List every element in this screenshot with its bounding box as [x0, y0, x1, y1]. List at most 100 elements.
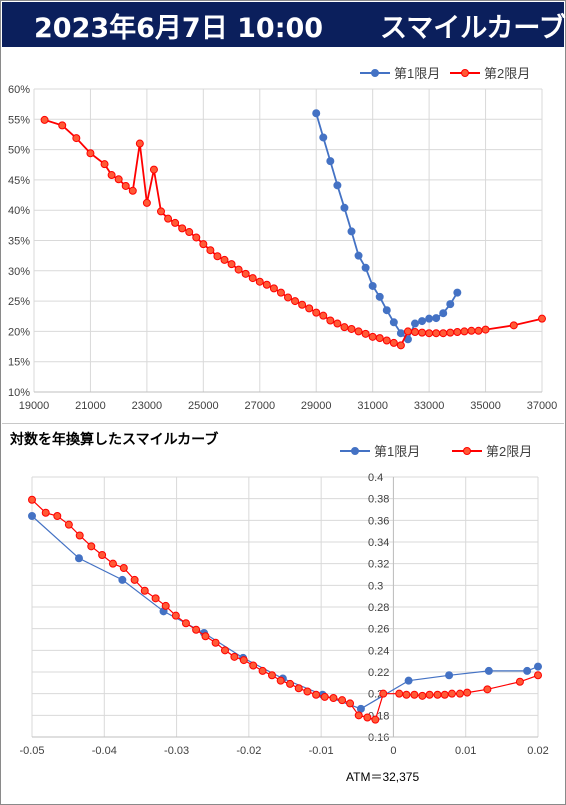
series-2-point — [396, 341, 405, 350]
y-tick-label: 10% — [8, 387, 30, 399]
series-2-point — [347, 324, 356, 333]
series-2-point — [447, 689, 456, 698]
x-tick-label: 0.02 — [527, 745, 548, 757]
series-2-point — [474, 326, 483, 335]
series-2-point — [294, 684, 303, 693]
series-2-point — [239, 656, 248, 665]
atm-annotation: ATM＝32,375 — [346, 770, 419, 784]
series-2-point — [303, 687, 312, 696]
series-1-point — [74, 554, 83, 563]
series-2-point — [284, 293, 292, 302]
series-2-point — [305, 304, 314, 313]
series-2-point — [192, 625, 201, 634]
y-tick-label: 50% — [8, 145, 30, 157]
x-tick-label: 33000 — [414, 400, 445, 412]
series-2-point — [460, 327, 469, 336]
series-2-point — [119, 564, 128, 572]
series-2-point — [58, 121, 67, 130]
series-1-point — [396, 329, 405, 338]
series-1-point — [375, 292, 384, 301]
series-2-point — [463, 688, 472, 697]
series-2-point — [249, 661, 258, 670]
series-2-point — [340, 323, 349, 332]
series-2-point — [227, 260, 236, 269]
series-2-point — [371, 715, 380, 724]
series-1-point — [340, 203, 349, 212]
series-2-point — [220, 255, 229, 264]
y-tick-label: 20% — [8, 326, 30, 338]
series-1-point — [356, 704, 365, 713]
series-2-point — [140, 586, 149, 595]
series-2-point — [151, 594, 160, 603]
series-2-point — [276, 676, 285, 685]
x-tick-label: 37000 — [527, 400, 558, 412]
y-tick-label: 0.4 — [368, 472, 383, 484]
series-2-point — [382, 336, 391, 345]
y-tick-label: 0.28 — [368, 602, 389, 614]
series-1-point — [28, 512, 36, 520]
y-tick-label: 15% — [8, 357, 30, 369]
y-tick-label: 0.26 — [368, 624, 389, 636]
series-2-point — [455, 689, 464, 698]
y-tick-label: 40% — [8, 205, 30, 217]
y-tick-label: 35% — [8, 236, 30, 248]
series-1-point — [446, 300, 455, 309]
series-2-point — [269, 284, 278, 293]
y-tick-label: 25% — [8, 296, 30, 308]
series-2-point — [375, 334, 384, 343]
series-2-point — [538, 314, 546, 323]
series-2-point — [483, 685, 492, 694]
series-2-point — [149, 165, 158, 174]
y-tick-label: 0.22 — [368, 667, 389, 679]
series-2-point — [395, 689, 404, 698]
series-1-point — [484, 666, 493, 675]
chart-title: 対数を年換算したスマイルカーブ — [9, 431, 218, 447]
series-1-point — [368, 281, 377, 290]
series-1-point — [534, 662, 542, 671]
x-tick-label: 21000 — [75, 400, 106, 412]
series-2-point — [267, 671, 276, 680]
series-2-point — [258, 666, 267, 675]
series-2-point — [379, 689, 388, 698]
series-2-point — [329, 694, 338, 702]
series-2-point — [108, 559, 117, 568]
header-bar: 2023年6月7日 10:00 スマイルカーブ — [2, 2, 566, 47]
series-2-point — [201, 632, 210, 641]
series-2-point — [53, 512, 62, 520]
x-tick-label: 23000 — [132, 400, 163, 412]
series-2-point — [425, 329, 434, 338]
series-2-point — [326, 316, 335, 325]
series-line-1 — [31, 515, 539, 710]
series-2-point — [230, 652, 239, 661]
series-2-point — [211, 638, 220, 647]
series-1-point — [389, 318, 398, 327]
series-2-point — [142, 198, 151, 207]
series-line-1 — [315, 112, 459, 341]
legend-label-1: 第1限月 — [394, 66, 440, 81]
series-2-point — [354, 711, 363, 720]
series-2-point — [28, 495, 36, 504]
series-2-point — [121, 181, 130, 190]
series-2-point — [312, 690, 321, 699]
legend-label-2: 第2限月 — [486, 444, 532, 459]
series-1-point — [382, 306, 391, 315]
series-2-point — [411, 328, 419, 337]
series-2-point — [87, 542, 96, 551]
y-tick-label: 55% — [8, 114, 30, 126]
series-2-point — [213, 252, 222, 261]
series-line-2 — [44, 119, 543, 347]
header-title: スマイルカーブ — [380, 13, 566, 44]
x-tick-label: -0.04 — [92, 745, 117, 757]
series-2-point — [333, 319, 342, 328]
y-tick-label: 0.24 — [368, 645, 389, 657]
series-2-point — [453, 328, 462, 337]
x-tick-label: -0.03 — [164, 745, 189, 757]
series-2-point — [107, 171, 116, 180]
series-line-2 — [31, 499, 539, 721]
series-2-point — [161, 601, 170, 610]
series-1-point — [326, 157, 335, 166]
series-1-point — [523, 666, 532, 675]
series-2-point — [40, 115, 49, 124]
x-tick-label: -0.01 — [309, 745, 334, 757]
series-2-point — [199, 240, 208, 249]
